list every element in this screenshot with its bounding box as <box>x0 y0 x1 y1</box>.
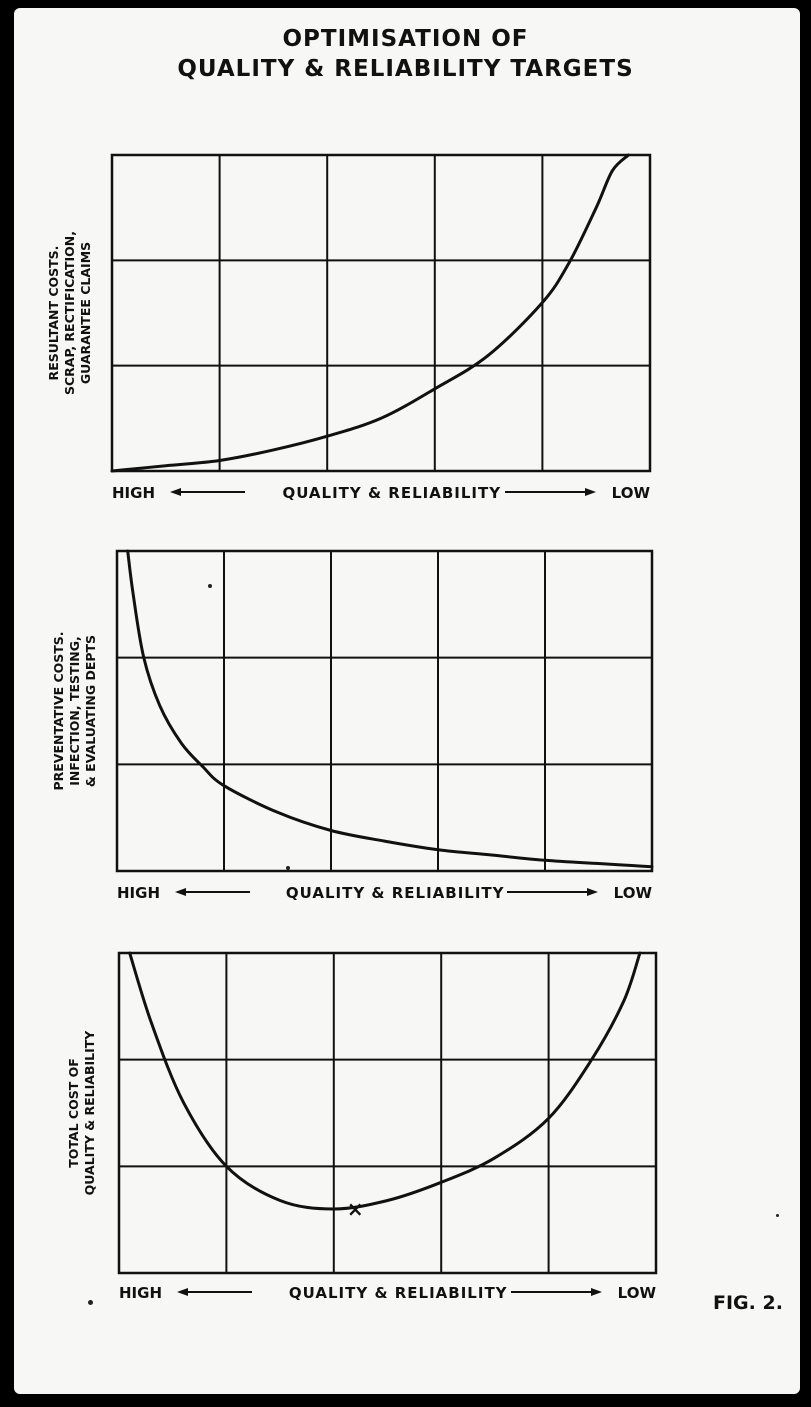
x-axis-label: QUALITY & RELIABILITY <box>282 484 501 502</box>
plot-frame <box>110 153 652 473</box>
dust-speck <box>286 866 290 870</box>
plot-frame <box>115 549 654 873</box>
dust-speck <box>88 1300 93 1305</box>
dust-speck <box>208 584 212 588</box>
y-axis-label-line: INFECTION, TESTING, <box>67 636 82 785</box>
figure-title-line-1: OPTIMISATION OF <box>282 26 529 52</box>
y-axis-label-line: SCRAP, RECTIFICATION, <box>62 231 77 395</box>
figure-title-line-2: QUALITY & RELIABILITY TARGETS <box>177 56 634 82</box>
right-arrow-head <box>587 888 598 896</box>
left-arrow-head <box>170 488 181 496</box>
x-axis-high-label: HIGH <box>117 884 160 902</box>
left-arrow-head <box>175 888 186 896</box>
right-arrow-head <box>585 488 596 496</box>
x-axis-high-label: HIGH <box>112 484 155 502</box>
x-axis-low-label: LOW <box>612 484 651 502</box>
y-axis-label-line: GUARANTEE CLAIMS <box>78 242 93 384</box>
y-axis-label-line: TOTAL COST OF <box>66 1058 81 1168</box>
x-axis-label: QUALITY & RELIABILITY <box>289 1284 508 1302</box>
cost-curve-2 <box>126 549 654 869</box>
x-axis-low-label: LOW <box>618 1284 657 1302</box>
optimum-marker: × <box>347 1197 364 1221</box>
chart-panel-2: HIGH QUALITY & RELIABILITY LOW PREVENTATIVE… <box>51 549 654 902</box>
y-axis-label-line: & EVALUATING DEPTS <box>83 635 98 787</box>
x-axis-low-label: LOW <box>614 884 653 902</box>
cost-curve-3 <box>128 951 642 1211</box>
plot-frame <box>117 951 658 1275</box>
right-arrow-head <box>591 1288 602 1296</box>
paper-sheet <box>14 8 800 1394</box>
y-axis-label-line: PREVENTATIVE COSTS. <box>51 631 66 790</box>
y-axis-label-line: RESULTANT COSTS. <box>46 246 61 381</box>
x-axis-high-label: HIGH <box>119 1284 162 1302</box>
left-arrow-head <box>177 1288 188 1296</box>
figure-label: FIG. 2. <box>713 1292 783 1314</box>
cost-curve-1 <box>110 153 630 473</box>
chart-panel-3: × HIGH QUALITY & RELIABILITY LOW TOTAL COST … <box>66 951 658 1302</box>
y-axis-label-line: QUALITY & RELIABILITY <box>82 1030 97 1196</box>
dust-speck <box>776 1214 779 1217</box>
x-axis-label: QUALITY & RELIABILITY <box>286 884 505 902</box>
chart-panel-1: HIGH QUALITY & RELIABILITY LOW RESULTANT CO… <box>46 153 652 502</box>
